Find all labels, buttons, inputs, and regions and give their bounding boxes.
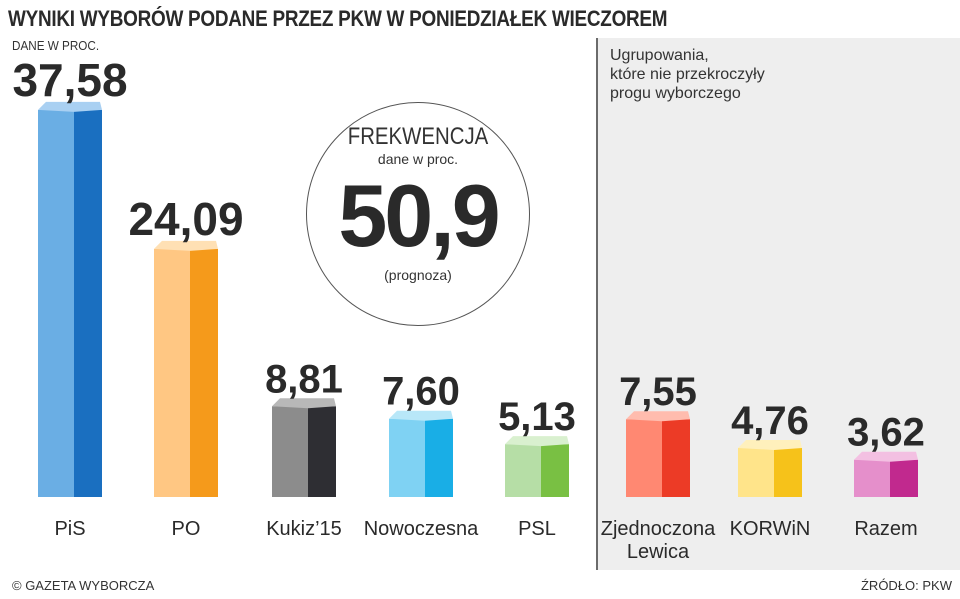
value-label: 24,09 <box>128 193 243 245</box>
category-label: Kukiz’15 <box>266 518 342 540</box>
chart-title: WYNIKI WYBORÓW PODANE PRZEZ PKW W PONIED… <box>8 6 668 31</box>
bar-top <box>272 398 336 409</box>
bar-top <box>738 439 802 450</box>
bar-front <box>38 109 74 498</box>
bar-side <box>425 418 453 497</box>
bar-top <box>854 451 918 462</box>
category-label: KORWiN <box>730 518 811 540</box>
bar-top <box>38 101 102 112</box>
bar-top <box>154 240 218 251</box>
bar-top <box>626 411 690 422</box>
category-label: PO <box>172 518 201 540</box>
bar-side <box>308 406 336 497</box>
turnout-note: (prognoza) <box>384 267 452 283</box>
turnout-circle: FREKWENCJA dane w proc. 50,9 (prognoza) <box>306 102 530 326</box>
bar-side <box>74 109 102 498</box>
value-label: 7,60 <box>382 370 460 414</box>
bar-front <box>154 248 190 497</box>
below-threshold-note: Ugrupowania, które nie przekroczyły prog… <box>610 46 850 103</box>
bar-top <box>389 410 453 421</box>
panel-note-line: Ugrupowania, <box>610 47 709 64</box>
category-label: Razem <box>854 518 917 540</box>
turnout-value: 50,9 <box>338 166 500 265</box>
value-label: 4,76 <box>731 399 809 443</box>
bar-side <box>774 447 802 497</box>
value-label: 5,13 <box>498 395 576 439</box>
value-label: 8,81 <box>265 357 343 401</box>
turnout-label: FREKWENCJA <box>347 123 489 150</box>
bar-front <box>626 419 662 497</box>
panel-separator <box>596 38 598 570</box>
panel-note-line: progu wyborczego <box>610 85 741 102</box>
bar-front <box>738 447 774 497</box>
source-credit: ŹRÓDŁO: PKW <box>860 578 952 593</box>
copyright: © GAZETA WYBORCZA <box>12 578 155 593</box>
bar-top <box>505 436 569 447</box>
panel-note-line: które nie przekroczyły <box>610 66 765 83</box>
turnout-unit: dane w proc. <box>377 151 459 167</box>
bar-front <box>505 444 541 497</box>
category-label: PSL <box>518 518 556 540</box>
bar-front <box>854 459 890 497</box>
bar-side <box>541 444 569 497</box>
chart-subtitle: DANE W PROC. <box>12 38 100 53</box>
category-label: Zjednoczona <box>601 518 716 540</box>
bar-side <box>190 248 218 497</box>
bar-side <box>662 419 690 497</box>
value-label: 37,58 <box>12 54 127 106</box>
value-label: 7,55 <box>619 370 697 414</box>
bar-front <box>272 406 308 497</box>
category-label: Nowoczesna <box>364 518 479 540</box>
value-label: 3,62 <box>847 411 925 455</box>
category-label: Lewica <box>627 541 690 563</box>
category-label: PiS <box>54 518 85 540</box>
bar-front <box>389 418 425 497</box>
bar-side <box>890 459 918 497</box>
